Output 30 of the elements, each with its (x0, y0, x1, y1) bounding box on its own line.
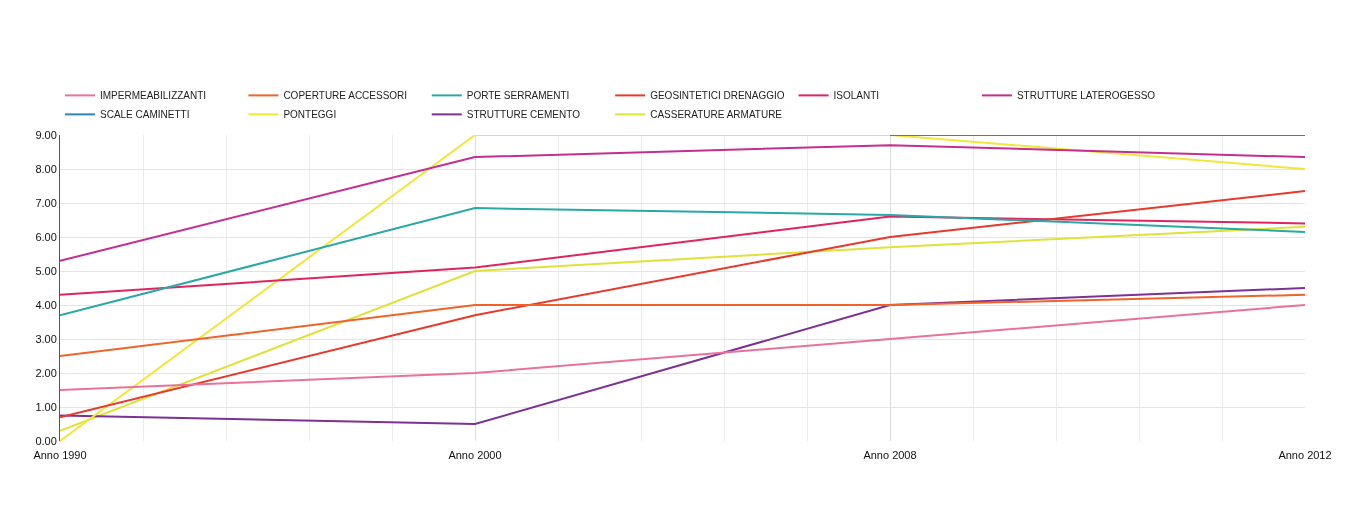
line-series (60, 215, 1305, 296)
y-tick-label: 4.00 (35, 298, 57, 311)
legend-label: CASSERATURE ARMATURE (650, 109, 783, 121)
legend-label: COPERTURE ACCESSORI (283, 90, 408, 102)
legend-label: STRUTTURE LATEROGESSO (1016, 90, 1156, 102)
x-tick-label: Anno 2000 (448, 449, 502, 461)
legend-label: ISOLANTI (833, 90, 880, 102)
y-tick-label: 3.00 (35, 332, 57, 345)
legend-label: PONTEGGI (283, 109, 337, 121)
line-series (60, 287, 1305, 425)
line-series (60, 207, 1305, 317)
y-tick-label: 6.00 (35, 230, 57, 243)
legend-label: SCALE CAMINETTI (100, 109, 190, 121)
y-tick-label: 1.00 (35, 400, 57, 413)
x-tick-label: Anno 2012 (1278, 449, 1332, 461)
legend-label: IMPERMEABILIZZANTI (100, 90, 207, 102)
legend-label: GEOSINTETICI DRENAGGIO (650, 90, 785, 102)
y-tick-label: 8.00 (35, 162, 57, 175)
y-tick-label: 2.00 (35, 366, 57, 379)
y-tick-label: 7.00 (35, 196, 57, 209)
legend-label: PORTE SERRAMENTI (466, 90, 570, 102)
x-tick-label: Anno 1990 (33, 449, 87, 461)
line-series (60, 225, 1305, 432)
x-tick-label: Anno 2008 (863, 449, 917, 461)
y-tick-label: 0.00 (35, 434, 57, 447)
y-tick-label: 9.00 (35, 128, 57, 141)
line-series (60, 304, 1305, 391)
legend-label: STRUTTURE CEMENTO (466, 109, 581, 121)
y-tick-label: 5.00 (35, 264, 57, 277)
line-series (60, 190, 1305, 419)
